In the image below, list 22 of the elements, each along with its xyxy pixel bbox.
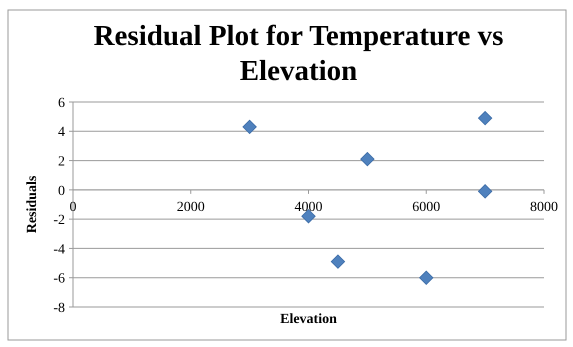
- point: [360, 152, 374, 166]
- point: [478, 184, 492, 198]
- y-axis-title: Residuals: [25, 175, 40, 234]
- y-tick-label: -2: [53, 213, 65, 228]
- chart-title: Residual Plot for Temperature vs Elevation: [94, 20, 504, 87]
- point: [330, 254, 346, 269]
- y-tick-label: -4: [53, 242, 65, 258]
- point: [419, 270, 434, 285]
- y-tick-label: 6: [58, 96, 65, 111]
- x-axis-title: Elevation: [280, 312, 338, 327]
- x-tick-label: 0: [70, 200, 76, 215]
- y-tick-label: 2: [58, 154, 65, 170]
- y-tick-label: -8: [53, 300, 65, 316]
- x-tick-label: 8000: [530, 200, 558, 215]
- x-tick-label: 2000: [176, 200, 205, 215]
- y-tick-label: 4: [58, 125, 65, 140]
- x-tick-label: 4000: [294, 200, 322, 215]
- y-tick-label: -6: [53, 272, 65, 287]
- x-tick-label: 6000: [412, 200, 440, 215]
- point: [478, 111, 492, 126]
- y-tick-label: 0: [58, 184, 65, 199]
- point: [242, 120, 257, 134]
